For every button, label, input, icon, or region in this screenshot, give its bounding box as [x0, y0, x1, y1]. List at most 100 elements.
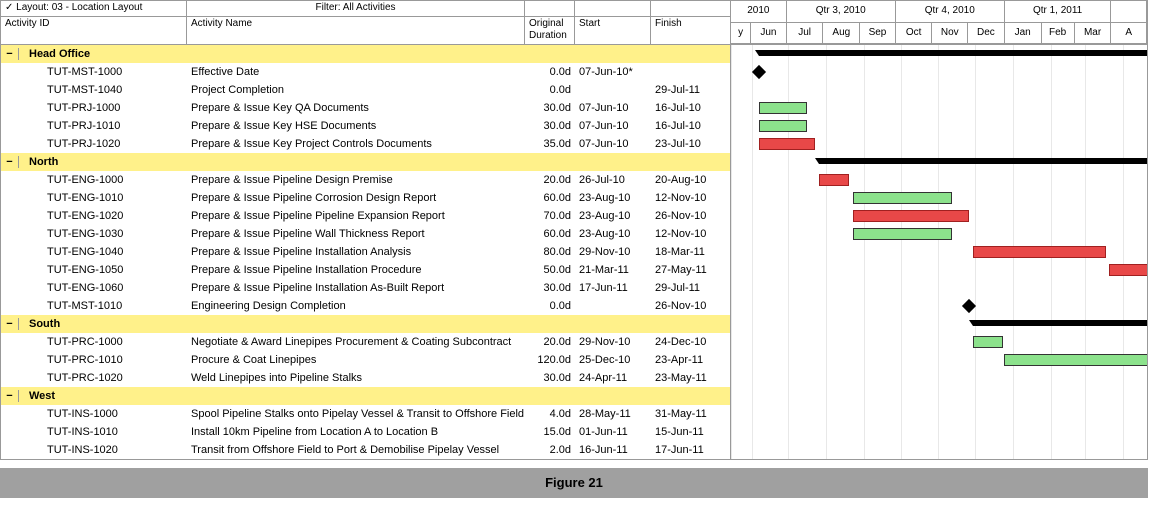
activity-finish: 20-Aug-10	[651, 174, 727, 186]
activity-row[interactable]: TUT-ENG-1030Prepare & Issue Pipeline Wal…	[1, 225, 730, 243]
group-name: West	[19, 390, 187, 402]
activity-finish: 27-May-11	[651, 264, 727, 276]
collapse-icon[interactable]: −	[1, 318, 19, 330]
activity-name: Spool Pipeline Stalks onto Pipelay Vesse…	[187, 408, 525, 420]
collapse-icon[interactable]: −	[1, 156, 19, 168]
gantt-bar[interactable]	[819, 174, 850, 186]
activity-row[interactable]: TUT-INS-1000Spool Pipeline Stalks onto P…	[1, 405, 730, 423]
gantt-bar[interactable]	[759, 120, 807, 132]
activity-row[interactable]: TUT-MST-1010Engineering Design Completio…	[1, 297, 730, 315]
activity-name: Weld Linepipes into Pipeline Stalks	[187, 372, 525, 384]
activity-row[interactable]: TUT-ENG-1060Prepare & Issue Pipeline Ins…	[1, 279, 730, 297]
quarter-header: 2010	[731, 1, 787, 23]
group-name: North	[19, 156, 187, 168]
activity-finish: 15-Jun-11	[651, 426, 727, 438]
activity-row[interactable]: TUT-ENG-1020Prepare & Issue Pipeline Pip…	[1, 207, 730, 225]
gantt-row	[731, 63, 1147, 81]
activity-start: 07-Jun-10*	[575, 66, 651, 78]
gantt-bar[interactable]	[973, 246, 1106, 258]
activity-row[interactable]: TUT-ENG-1000Prepare & Issue Pipeline Des…	[1, 171, 730, 189]
gantt-bar[interactable]	[1004, 354, 1147, 366]
activity-row[interactable]: TUT-PRJ-1010Prepare & Issue Key HSE Docu…	[1, 117, 730, 135]
activity-id: TUT-PRJ-1010	[19, 120, 187, 132]
col-dur[interactable]: Original Duration	[525, 17, 575, 44]
gantt-bar[interactable]	[853, 228, 952, 240]
gantt-bar[interactable]	[759, 102, 807, 114]
activity-name: Prepare & Issue Pipeline Pipeline Expans…	[187, 210, 525, 222]
activity-row[interactable]: TUT-ENG-1010Prepare & Issue Pipeline Cor…	[1, 189, 730, 207]
gantt-row	[731, 441, 1147, 459]
activity-start: 28-May-11	[575, 408, 651, 420]
activity-id: TUT-PRC-1000	[19, 336, 187, 348]
table-header-top: ✓ Layout: 03 - Location Layout Filter: A…	[1, 1, 730, 17]
activity-row[interactable]: TUT-PRC-1010Procure & Coat Linepipes120.…	[1, 351, 730, 369]
gantt-summary-row	[731, 45, 1147, 63]
gantt-summary-row	[731, 153, 1147, 171]
col-finish[interactable]: Finish	[651, 17, 727, 44]
gantt-bar[interactable]	[973, 336, 1004, 348]
activity-finish: 17-Jun-11	[651, 444, 727, 456]
activity-row[interactable]: TUT-ENG-1050Prepare & Issue Pipeline Ins…	[1, 261, 730, 279]
activity-finish: 29-Jul-11	[651, 282, 727, 294]
table-rows: −Head OfficeTUT-MST-1000Effective Date0.…	[1, 45, 730, 459]
activity-finish: 12-Nov-10	[651, 192, 727, 204]
group-row[interactable]: −North	[1, 153, 730, 171]
activity-row[interactable]: TUT-PRJ-1000Prepare & Issue Key QA Docum…	[1, 99, 730, 117]
gantt-bar[interactable]	[853, 210, 969, 222]
activity-name: Prepare & Issue Pipeline Installation As…	[187, 282, 525, 294]
activity-name: Prepare & Issue Pipeline Corrosion Desig…	[187, 192, 525, 204]
schedule-panel: ✓ Layout: 03 - Location Layout Filter: A…	[0, 0, 1148, 460]
gantt-bar[interactable]	[1109, 264, 1147, 276]
activity-name: Prepare & Issue Pipeline Wall Thickness …	[187, 228, 525, 240]
gantt-timeline-header: 2010Qtr 3, 2010Qtr 4, 2010Qtr 1, 2011yJu…	[731, 1, 1147, 45]
month-header: Mar	[1075, 23, 1112, 45]
activity-id: TUT-ENG-1060	[19, 282, 187, 294]
col-start[interactable]: Start	[575, 17, 651, 44]
activity-row[interactable]: TUT-INS-1010Install 10km Pipeline from L…	[1, 423, 730, 441]
activity-start: 01-Jun-11	[575, 426, 651, 438]
gantt-row	[731, 405, 1147, 423]
activity-id: TUT-ENG-1010	[19, 192, 187, 204]
activity-finish: 16-Jul-10	[651, 102, 727, 114]
summary-bar	[973, 320, 1147, 326]
activity-id: TUT-PRC-1010	[19, 354, 187, 366]
gantt-bar[interactable]	[853, 192, 952, 204]
activity-finish: 18-Mar-11	[651, 246, 727, 258]
activity-name: Project Completion	[187, 84, 525, 96]
activity-row[interactable]: TUT-INS-1020Transit from Offshore Field …	[1, 441, 730, 459]
gantt-summary-row	[731, 315, 1147, 333]
collapse-icon[interactable]: −	[1, 390, 19, 402]
gantt-row	[731, 261, 1147, 279]
activity-row[interactable]: TUT-MST-1040Project Completion0.0d29-Jul…	[1, 81, 730, 99]
gantt-row	[731, 207, 1147, 225]
activity-id: TUT-PRJ-1020	[19, 138, 187, 150]
activity-name: Effective Date	[187, 66, 525, 78]
gantt-row	[731, 81, 1147, 99]
activity-row[interactable]: TUT-PRC-1020Weld Linepipes into Pipeline…	[1, 369, 730, 387]
activity-id: TUT-PRJ-1000	[19, 102, 187, 114]
activity-row[interactable]: TUT-PRJ-1020Prepare & Issue Key Project …	[1, 135, 730, 153]
activity-id: TUT-MST-1000	[19, 66, 187, 78]
activity-row[interactable]: TUT-PRC-1000Negotiate & Award Linepipes …	[1, 333, 730, 351]
activity-start: 23-Aug-10	[575, 192, 651, 204]
gantt-row	[731, 117, 1147, 135]
activity-duration: 70.0d	[525, 210, 575, 222]
group-row[interactable]: −Head Office	[1, 45, 730, 63]
group-row[interactable]: −South	[1, 315, 730, 333]
collapse-icon[interactable]: −	[1, 48, 19, 60]
activity-duration: 80.0d	[525, 246, 575, 258]
activity-row[interactable]: TUT-MST-1000Effective Date0.0d07-Jun-10*	[1, 63, 730, 81]
activity-start: 07-Jun-10	[575, 120, 651, 132]
gantt-panel[interactable]: 2010Qtr 3, 2010Qtr 4, 2010Qtr 1, 2011yJu…	[731, 1, 1147, 459]
activity-row[interactable]: TUT-ENG-1040Prepare & Issue Pipeline Ins…	[1, 243, 730, 261]
group-row[interactable]: −West	[1, 387, 730, 405]
activity-duration: 4.0d	[525, 408, 575, 420]
col-name[interactable]: Activity Name	[187, 17, 525, 44]
activity-name: Prepare & Issue Key HSE Documents	[187, 120, 525, 132]
gantt-bar[interactable]	[759, 138, 815, 150]
col-id[interactable]: Activity ID	[1, 17, 187, 44]
activity-name: Prepare & Issue Pipeline Design Premise	[187, 174, 525, 186]
gantt-body	[731, 45, 1147, 459]
gantt-row	[731, 225, 1147, 243]
gantt-row	[731, 333, 1147, 351]
